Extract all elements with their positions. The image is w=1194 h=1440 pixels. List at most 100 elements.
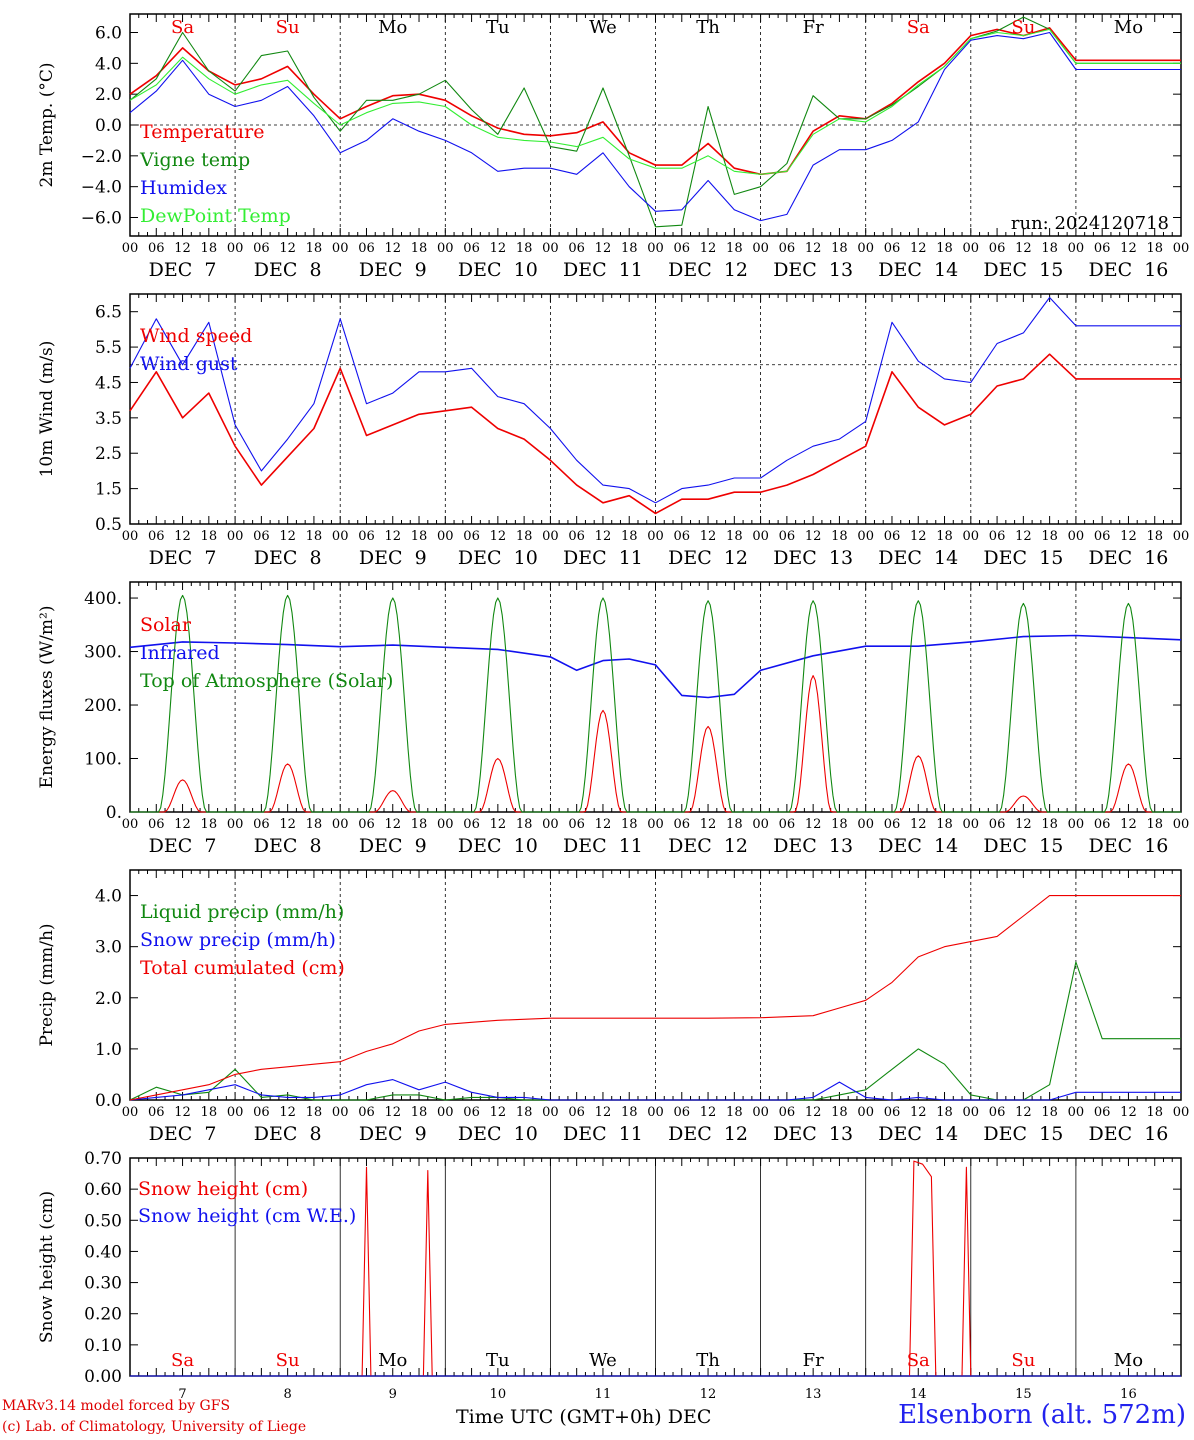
hour-tick-label: 12 [1015,241,1032,256]
date-label: DEC 14 [878,835,958,857]
weekday-label: Fr [803,17,824,38]
date-label: DEC 11 [563,547,643,569]
hour-tick-label: 06 [463,241,480,256]
hour-tick-label: 06 [463,817,480,832]
hour-tick-label: 12 [384,1105,401,1120]
hour-tick-label: 18 [1146,241,1163,256]
date-label: DEC 9 [359,1123,427,1145]
hour-tick-label: 12 [384,817,401,832]
hour-tick-label: 00 [647,529,664,544]
weekday-label: Sa [907,17,930,38]
y-tick-label: 2.0 [95,85,122,105]
y-axis-label: 2m Temp. (°C) [37,62,57,187]
y-tick-label: 0. [106,803,122,823]
hour-tick-label: 00 [752,1105,769,1120]
hour-tick-label: 06 [358,241,375,256]
legend-entry: Snow height (cm) [138,1178,308,1200]
hour-tick-label: 12 [1120,817,1137,832]
hour-tick-label: 18 [621,241,638,256]
hour-tick-label: 18 [306,241,323,256]
y-tick-label: 4.0 [95,54,122,74]
hour-tick-label: 00 [122,529,139,544]
hour-tick-label: 18 [516,241,533,256]
hour-tick-label: 06 [779,529,796,544]
hour-tick-label: 00 [1173,241,1190,256]
day-number-label: 16 [1120,1387,1137,1402]
y-tick-label: 200. [84,696,122,716]
hour-tick-label: 12 [384,241,401,256]
hour-tick-label: 12 [700,529,717,544]
hour-tick-label: 06 [463,529,480,544]
hour-tick-label: 18 [201,241,218,256]
day-number-label: 10 [490,1387,507,1402]
date-label: DEC 7 [149,547,217,569]
hour-tick-label: 18 [411,529,428,544]
series-line-infrared [129,634,1182,699]
hour-tick-label: 06 [884,817,901,832]
day-number-label: 15 [1015,1387,1032,1402]
hour-tick-label: 18 [831,529,848,544]
hour-tick-label: 18 [201,1105,218,1120]
hour-tick-label: 12 [174,817,191,832]
hour-tick-label: 12 [595,1105,612,1120]
hour-tick-label: 00 [332,241,349,256]
hour-tick-label: 18 [201,529,218,544]
hour-tick-label: 06 [1094,241,1111,256]
day-number-label: 14 [910,1387,927,1402]
hour-tick-label: 12 [805,817,822,832]
hour-tick-label: 06 [148,529,165,544]
hour-tick-label: 00 [542,817,559,832]
hour-tick-label: 06 [1094,1105,1111,1120]
date-label: DEC 11 [563,259,643,281]
hour-tick-label: 18 [726,529,743,544]
legend-entry: DewPoint Temp [140,205,291,227]
hour-tick-label: 06 [884,1105,901,1120]
weekday-label: Th [696,1350,720,1371]
y-tick-label: 400. [84,589,122,609]
date-label: DEC 15 [983,547,1063,569]
legend-entry: Wind gust [140,353,238,375]
hour-tick-label: 06 [674,817,691,832]
hour-tick-label: 00 [227,817,244,832]
hour-tick-label: 06 [568,817,585,832]
hour-tick-label: 12 [1015,529,1032,544]
legend-entry: Vigne temp [139,149,250,171]
y-tick-label: 0.50 [84,1211,122,1231]
hour-tick-label: 06 [884,241,901,256]
hour-tick-label: 00 [542,529,559,544]
hour-tick-label: 12 [805,241,822,256]
legend-entry: Total cumulated (cm) [140,957,345,979]
hour-tick-label: 00 [1173,1105,1190,1120]
hour-tick-label: 18 [936,241,953,256]
y-tick-label: 3.5 [95,409,122,429]
date-label: DEC 7 [149,259,217,281]
weekday-label: We [589,17,617,38]
hour-tick-label: 06 [779,241,796,256]
date-label: DEC 16 [1088,547,1168,569]
hour-tick-label: 00 [437,241,454,256]
hour-tick-label: 00 [1068,817,1085,832]
hour-tick-label: 12 [174,241,191,256]
hour-tick-label: 18 [306,817,323,832]
day-number-label: 12 [700,1387,717,1402]
hour-tick-label: 12 [490,241,507,256]
hour-tick-label: 00 [1068,241,1085,256]
weekday-label: Sa [171,1350,194,1371]
series-line-top-of-atmosphere-solar- [130,594,1181,813]
date-label: DEC 9 [359,835,427,857]
hour-tick-label: 00 [227,529,244,544]
hour-tick-label: 06 [884,529,901,544]
hour-tick-label: 00 [752,529,769,544]
hour-tick-label: 00 [1173,817,1190,832]
date-label: DEC 7 [149,1123,217,1145]
date-label: DEC 10 [458,259,538,281]
date-label: DEC 13 [773,259,853,281]
hour-tick-label: 18 [306,529,323,544]
hour-tick-label: 00 [332,817,349,832]
weekday-label: We [589,1350,617,1371]
hour-tick-label: 06 [989,241,1006,256]
y-tick-label: 0.60 [84,1180,122,1200]
hour-tick-label: 12 [910,1105,927,1120]
hour-tick-label: 00 [752,817,769,832]
date-label: DEC 16 [1088,835,1168,857]
